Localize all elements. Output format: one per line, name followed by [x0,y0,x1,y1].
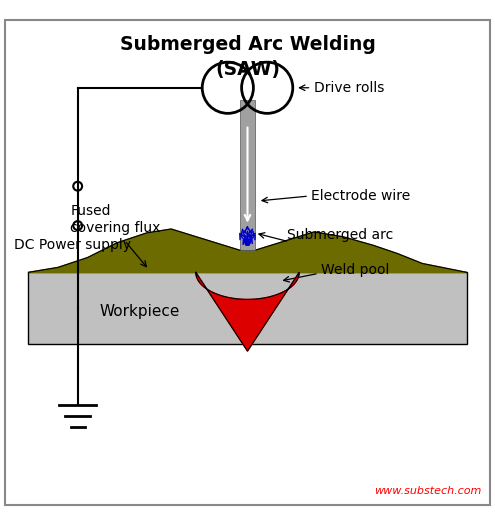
Text: Weld pool: Weld pool [321,263,390,277]
Text: Fused
covering flux: Fused covering flux [70,204,161,235]
Text: Drive rolls: Drive rolls [314,81,384,94]
Text: DC Power supply: DC Power supply [14,238,131,252]
Polygon shape [28,229,467,272]
Text: Submerged arc: Submerged arc [287,228,393,243]
Text: (SAW): (SAW) [215,60,280,79]
Text: Submerged Arc Welding: Submerged Arc Welding [120,35,375,54]
FancyBboxPatch shape [28,272,467,344]
Polygon shape [196,272,299,351]
Text: Workpiece: Workpiece [99,304,179,319]
Text: Electrode wire: Electrode wire [311,189,411,203]
FancyBboxPatch shape [240,100,255,250]
Text: www.substech.com: www.substech.com [374,486,481,496]
